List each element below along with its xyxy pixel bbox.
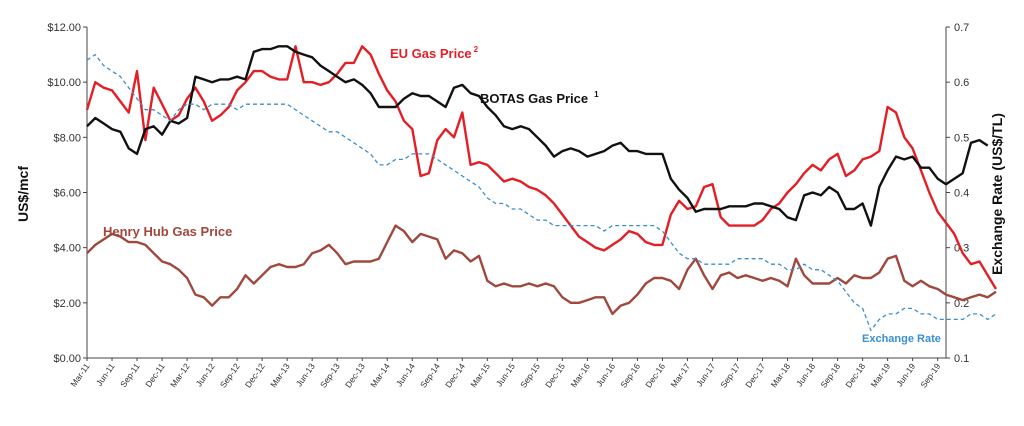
right-tick-label: 0.5 xyxy=(954,132,969,144)
henry-hub-gas-price-line xyxy=(86,224,997,316)
left-tick-label: $4.00 xyxy=(53,243,81,255)
left-axis-ticks: $0.00 $2.00 $4.00 $6.00 $8.00 $10.00 $12.00 xyxy=(47,22,87,365)
botas-gas-price-line xyxy=(86,45,989,227)
left-tick-label: $6.00 xyxy=(53,188,81,200)
right-tick-label: 0.2 xyxy=(954,298,969,310)
eu-gas-price-label-text: EU Gas Price xyxy=(390,46,472,61)
eu-gas-price-label-sup: 2 xyxy=(474,45,479,54)
y-axis-left-title: US$/mcf xyxy=(15,166,31,222)
y-axis-right-title: Exchange Rate (US$/TL) xyxy=(989,113,1005,275)
left-tick-label: $10.00 xyxy=(47,77,81,89)
exchange-rate-label: Exchange Rate xyxy=(862,333,941,345)
henry-hub-gas-price-label: Henry Hub Gas Price xyxy=(103,224,232,239)
right-tick-label: 0.1 xyxy=(954,353,969,365)
botas-gas-price-label-text: BOTAS Gas Price xyxy=(480,91,588,106)
eu-gas-price-label: EU Gas Price 2 xyxy=(390,45,479,61)
right-tick-label: 0.7 xyxy=(954,22,969,34)
left-tick-label: $2.00 xyxy=(53,298,81,310)
left-tick-label: $12.00 xyxy=(47,22,81,34)
exchange-rate-line xyxy=(86,53,997,332)
botas-gas-price-label: BOTAS Gas Price 1 xyxy=(480,90,599,106)
right-tick-label: 0.4 xyxy=(954,188,969,200)
right-axis-ticks: 0.10.20.30.40.50.60.7 xyxy=(946,22,969,365)
eu-gas-price-line xyxy=(85,45,998,290)
left-tick-label: $8.00 xyxy=(53,132,81,144)
series-lines xyxy=(85,45,998,332)
right-tick-label: 0.6 xyxy=(954,77,969,89)
botas-gas-price-label-sup: 1 xyxy=(594,90,599,99)
left-tick-label: $0.00 xyxy=(53,353,81,365)
